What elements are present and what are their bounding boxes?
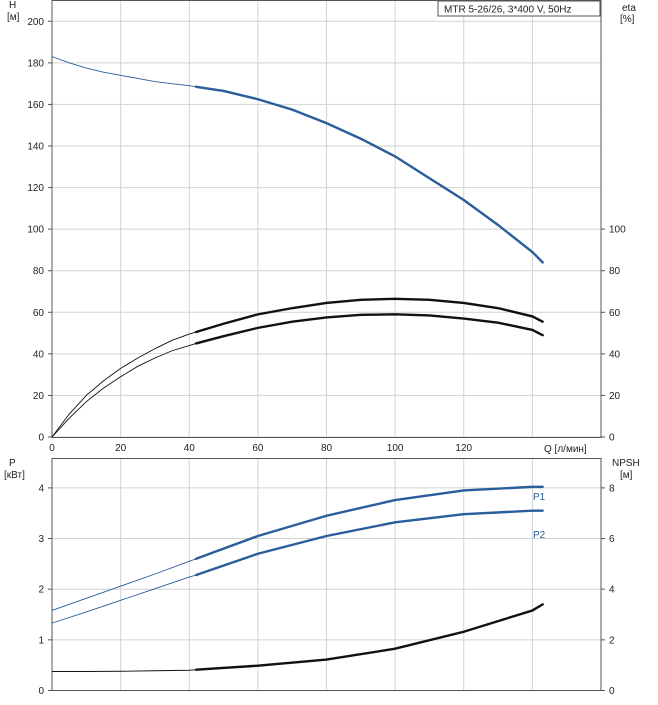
right-tick-label: 0	[609, 433, 615, 444]
right-tick-label: 40	[609, 349, 621, 360]
curve-p1-thin	[51, 558, 197, 611]
curve-eta-upper-bold	[194, 297, 544, 334]
npsh-axis-label: NPSH	[612, 458, 640, 469]
bottom-plot-frame	[51, 458, 602, 691]
series-label-p1: P1	[533, 492, 546, 503]
x-tick-label: 0	[49, 443, 55, 454]
left-tick-label: 0	[38, 433, 44, 444]
left-tick-label: 140	[27, 142, 44, 153]
curve-head-bold	[194, 85, 544, 264]
chart-title-box	[437, 0, 601, 17]
left-tick-label: 40	[33, 349, 45, 360]
left-tick-label: 180	[27, 58, 44, 69]
chart-title: MTR 5-26/26, 3*400 V, 50Hz	[444, 5, 571, 16]
right-tick-label: 80	[609, 266, 621, 277]
left-tick-label: 2	[38, 585, 44, 596]
right-tick-label: 2	[609, 635, 615, 646]
right-tick-label: 0	[609, 686, 615, 697]
top-tick-labels: 0 20 40 60 80 100 120 140 160 180 200 0 20 40 60 80 100 0…	[27, 17, 626, 454]
left-tick-label: 200	[27, 17, 44, 28]
power-axis-label: P	[9, 458, 16, 469]
curve-eta-lower-thin	[51, 343, 197, 438]
eta-axis-label: eta	[622, 3, 636, 14]
right-tick-label: 4	[609, 585, 615, 596]
curve-p2-bold	[194, 509, 544, 577]
x-tick-label: 120	[455, 443, 472, 454]
left-tick-label: 60	[33, 308, 45, 319]
curve-p2-thin	[51, 574, 197, 624]
left-tick-label: 0	[38, 686, 44, 697]
right-tick-label: 100	[609, 225, 626, 236]
curve-eta-upper-thin	[51, 331, 197, 438]
x-tick-label: 20	[115, 443, 127, 454]
bottom-tick-labels: 0 1 2 3 4 0 2 4 6 8	[38, 483, 615, 697]
curve-eta-lower-bold	[194, 313, 544, 345]
right-tick-label: 60	[609, 308, 621, 319]
left-tick-label: 120	[27, 183, 44, 194]
left-tick-label: 1	[38, 635, 44, 646]
top-plot-frame	[51, 0, 602, 438]
head-axis-unit: [м]	[7, 12, 20, 23]
curve-head-thin	[51, 56, 197, 88]
x-tick-label: 40	[184, 443, 196, 454]
curve-npsh-thin	[52, 669, 197, 672]
eta-axis-unit: [%]	[620, 14, 635, 25]
left-tick-label: 80	[33, 266, 45, 277]
x-tick-label: 80	[321, 443, 333, 454]
left-tick-label: 4	[38, 483, 44, 494]
series-label-p2: P2	[533, 530, 546, 541]
right-tick-label: 20	[609, 391, 621, 402]
curve-p1-bold	[194, 485, 544, 560]
flow-axis-label: Q [л/мин]	[544, 444, 587, 455]
bottom-curves	[51, 485, 544, 672]
npsh-axis-unit: [м]	[620, 470, 633, 481]
top-curves	[51, 56, 544, 438]
x-tick-label: 100	[387, 443, 404, 454]
head-axis-label: H	[9, 0, 16, 11]
left-tick-label: 160	[27, 100, 44, 111]
top-grid	[51, 0, 601, 438]
left-tick-label: 20	[33, 391, 45, 402]
x-tick-label: 60	[252, 443, 264, 454]
curve-npsh-bold	[194, 603, 544, 671]
right-tick-label: 6	[609, 534, 615, 545]
left-tick-label: 100	[27, 225, 44, 236]
power-axis-unit: [кВт]	[4, 470, 25, 481]
right-tick-label: 8	[609, 483, 615, 494]
bottom-grid	[51, 458, 601, 691]
left-tick-label: 3	[38, 534, 44, 545]
